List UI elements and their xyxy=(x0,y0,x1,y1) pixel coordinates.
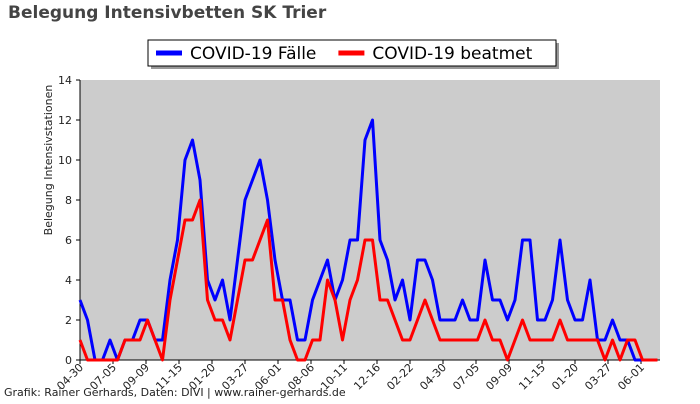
x-tick-label: 02-22 xyxy=(384,361,416,393)
x-tick-label: 09-09 xyxy=(483,361,515,393)
legend-label: COVID-19 Fälle xyxy=(190,44,316,64)
series-line xyxy=(78,198,658,362)
x-tick-label: 11-15 xyxy=(516,361,548,393)
x-tick-label: 01-20 xyxy=(549,361,581,393)
x-tick-label: 04-30 xyxy=(417,361,449,393)
legend-label: COVID-19 beatmet xyxy=(372,44,532,64)
series-line xyxy=(78,118,658,362)
footer: Grafik: Rainer Gerhards, Daten: DIVI | w… xyxy=(4,386,346,399)
y-tick-label: 2 xyxy=(65,314,72,327)
y-tick-label: 6 xyxy=(65,234,72,247)
y-tick-label: 14 xyxy=(58,74,72,87)
y-tick-label: 10 xyxy=(58,154,72,167)
x-tick-label: 03-27 xyxy=(582,361,614,393)
x-tick-label: 06-01 xyxy=(615,361,647,393)
y-tick-label: 8 xyxy=(65,194,72,207)
x-tick-label: 07-05 xyxy=(450,361,482,393)
y-tick-label: 4 xyxy=(65,274,72,287)
y-tick-label: 12 xyxy=(58,114,72,127)
y-tick-label: 0 xyxy=(65,354,72,367)
x-tick-label: 12-16 xyxy=(351,361,383,393)
y-axis-label: Belegung Intensivstationen xyxy=(42,85,55,236)
chart-title: Belegung Intensivbetten SK Trier xyxy=(8,3,327,23)
